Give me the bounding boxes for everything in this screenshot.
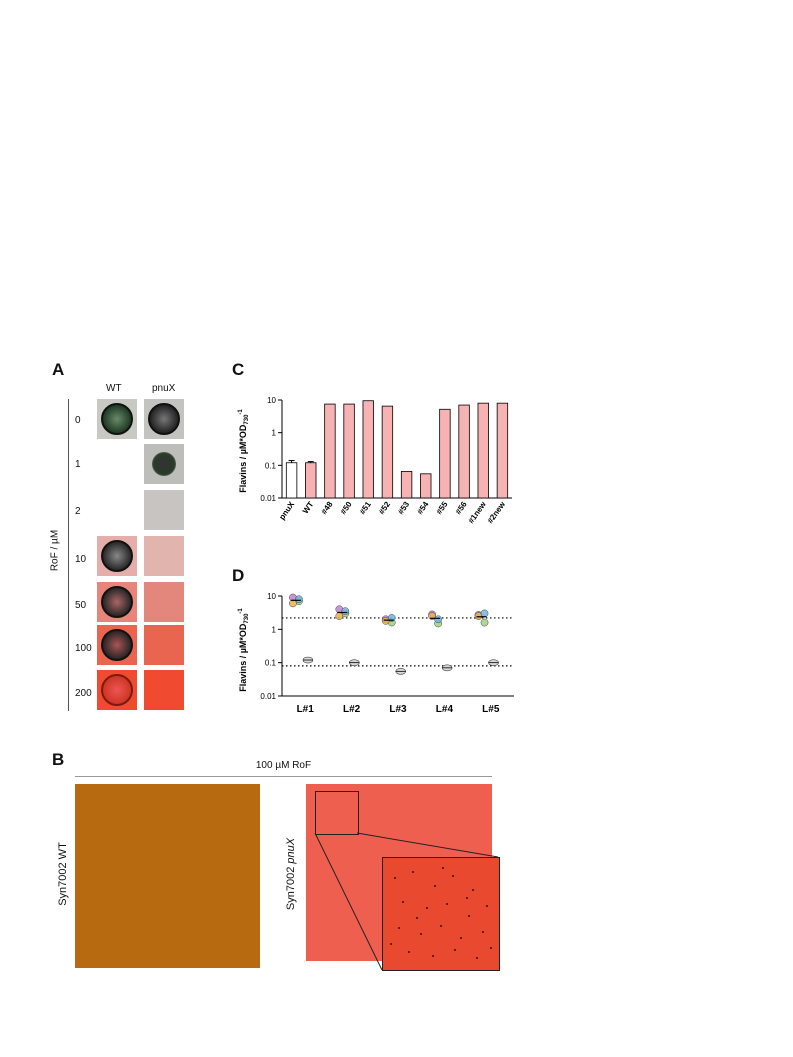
row-label-10: 10: [75, 554, 87, 565]
row-axis-label: RoF / µM: [49, 529, 61, 572]
chart-d-ytick-label: 10: [267, 592, 276, 601]
colony-wt-200: [101, 674, 133, 706]
chart-c-ytick-label: 10: [267, 396, 276, 405]
pnux-plate-label-italic: pnuX: [285, 837, 297, 864]
chart-c-xtick-label: #50: [339, 500, 354, 517]
col-header-pnux: pnuX: [152, 383, 176, 394]
chart-d-xtick-label: L#4: [436, 704, 454, 715]
panel-b-label: B: [52, 750, 65, 769]
chart-c-bar: [343, 403, 355, 499]
chart-d: Flavins / µM*OD730-1 0.01 0.1 1 10 L#1 L#2 L#3 L…: [238, 592, 514, 715]
zoom-connector-lines: [314, 832, 499, 971]
chart-c-bar: [439, 408, 451, 499]
tile-wt-0: [97, 399, 137, 439]
chart-d-ytick-label: 0.1: [265, 659, 277, 668]
row-label-200: 200: [75, 688, 92, 699]
chart-c-bar: [400, 471, 413, 499]
tile-pnux-0: [144, 399, 184, 439]
colony-wt-50: [101, 586, 133, 618]
chart-c-bar: [477, 402, 489, 499]
row-label-50: 50: [75, 600, 87, 611]
panel-c-label: C: [232, 360, 245, 379]
panel-b-header: 100 µM RoF: [255, 760, 312, 771]
chart-c-xtick-label: #48: [320, 500, 335, 517]
colony-pnux-1: [152, 452, 176, 476]
chart-c-bar: [420, 473, 432, 499]
chart-c-bar: [458, 404, 470, 499]
chart-c-bar: [496, 402, 509, 499]
wt-plate-agar: [75, 784, 260, 968]
tile-pnux-1: [144, 444, 184, 484]
chart-d-xtick-label: L#2: [343, 704, 361, 715]
chart-d-ylabel: Flavins / µM*OD730-1: [238, 608, 250, 692]
chart-d-point-high: [295, 595, 303, 604]
tile-pnux-50: [144, 582, 184, 622]
tile-pnux-2: [144, 490, 184, 530]
row-label-0: 0: [75, 415, 81, 426]
wt-plate-label: Syn7002 WT: [57, 842, 69, 906]
chart-c-xtick-label: pnuX: [277, 499, 296, 521]
chart-c-xtick-label: #55: [435, 500, 450, 517]
tile-pnux-200: [144, 670, 184, 710]
chart-c-bar: [324, 403, 336, 499]
col-header-wt: WT: [106, 383, 122, 394]
colony-wt-0: [101, 403, 133, 435]
chart-c-ytick-label: 1: [272, 429, 277, 438]
colony-wt-100: [101, 629, 133, 661]
wt-plate-photo: [75, 784, 260, 968]
chart-d-point-high: [434, 615, 442, 624]
panel-d-label: D: [232, 566, 245, 585]
row-axis-line: [68, 399, 69, 711]
tile-wt-100: [97, 625, 137, 665]
chart-c-xtick-label: #52: [377, 500, 392, 517]
chart-c: Flavins / µM*OD730-1 0.01 0.1 1 10 pnuX WT #48 #…: [238, 396, 512, 525]
chart-d-point-high: [480, 618, 489, 627]
tile-pnux-100: [144, 625, 184, 665]
row-label-100: 100: [75, 643, 92, 654]
panel-a-label: A: [52, 360, 65, 379]
chart-c-bar: [381, 405, 394, 499]
chart-c-bar: [305, 462, 317, 499]
chart-c-xtick-label: #2new: [486, 499, 508, 525]
chart-d-point-high: [335, 612, 344, 620]
row-label-2: 2: [75, 506, 81, 517]
chart-c-bar: [285, 462, 298, 499]
chart-c-ytick-label: 0.1: [265, 461, 277, 470]
chart-c-xtick-label: #56: [454, 500, 469, 517]
chart-d-xtick-label: L#1: [297, 704, 315, 715]
panel-b-header-line: [75, 776, 492, 777]
colony-wt-10: [101, 540, 133, 572]
zoom-inset: [382, 857, 500, 971]
tile-wt-10: [97, 536, 137, 576]
chart-c-xtick-label: WT: [301, 500, 316, 515]
zoom-inset-colonies: [390, 867, 492, 959]
chart-c-xtick-label: #53: [396, 500, 411, 517]
pnux-plate-label: Syn7002 pnuX: [285, 819, 297, 929]
chart-d-xtick-label: L#5: [482, 704, 500, 715]
chart-d-ytick-label: 0.01: [260, 692, 276, 701]
tile-wt-200: [97, 670, 137, 710]
zoom-source-box: [315, 791, 359, 835]
chart-d-point-high: [341, 607, 350, 616]
chart-c-xtick-label: #1new: [466, 499, 488, 525]
chart-d-xtick-label: L#3: [389, 704, 407, 715]
tile-pnux-10: [144, 536, 184, 576]
chart-c-xtick-label: #54: [415, 500, 430, 517]
chart-c-xtick-label: #51: [358, 500, 373, 517]
pnux-plate-label-prefix: Syn7002: [285, 863, 297, 911]
tile-wt-50: [97, 582, 137, 622]
chart-c-bar: [362, 400, 374, 499]
chart-d-point-high: [480, 609, 489, 618]
chart-c-ylabel: Flavins / µM*OD730-1: [238, 409, 250, 493]
colony-pnux-0: [148, 403, 180, 435]
chart-c-ytick-label: 0.01: [260, 494, 276, 503]
chart-d-ytick-label: 1: [272, 625, 277, 634]
row-label-1: 1: [75, 459, 81, 470]
